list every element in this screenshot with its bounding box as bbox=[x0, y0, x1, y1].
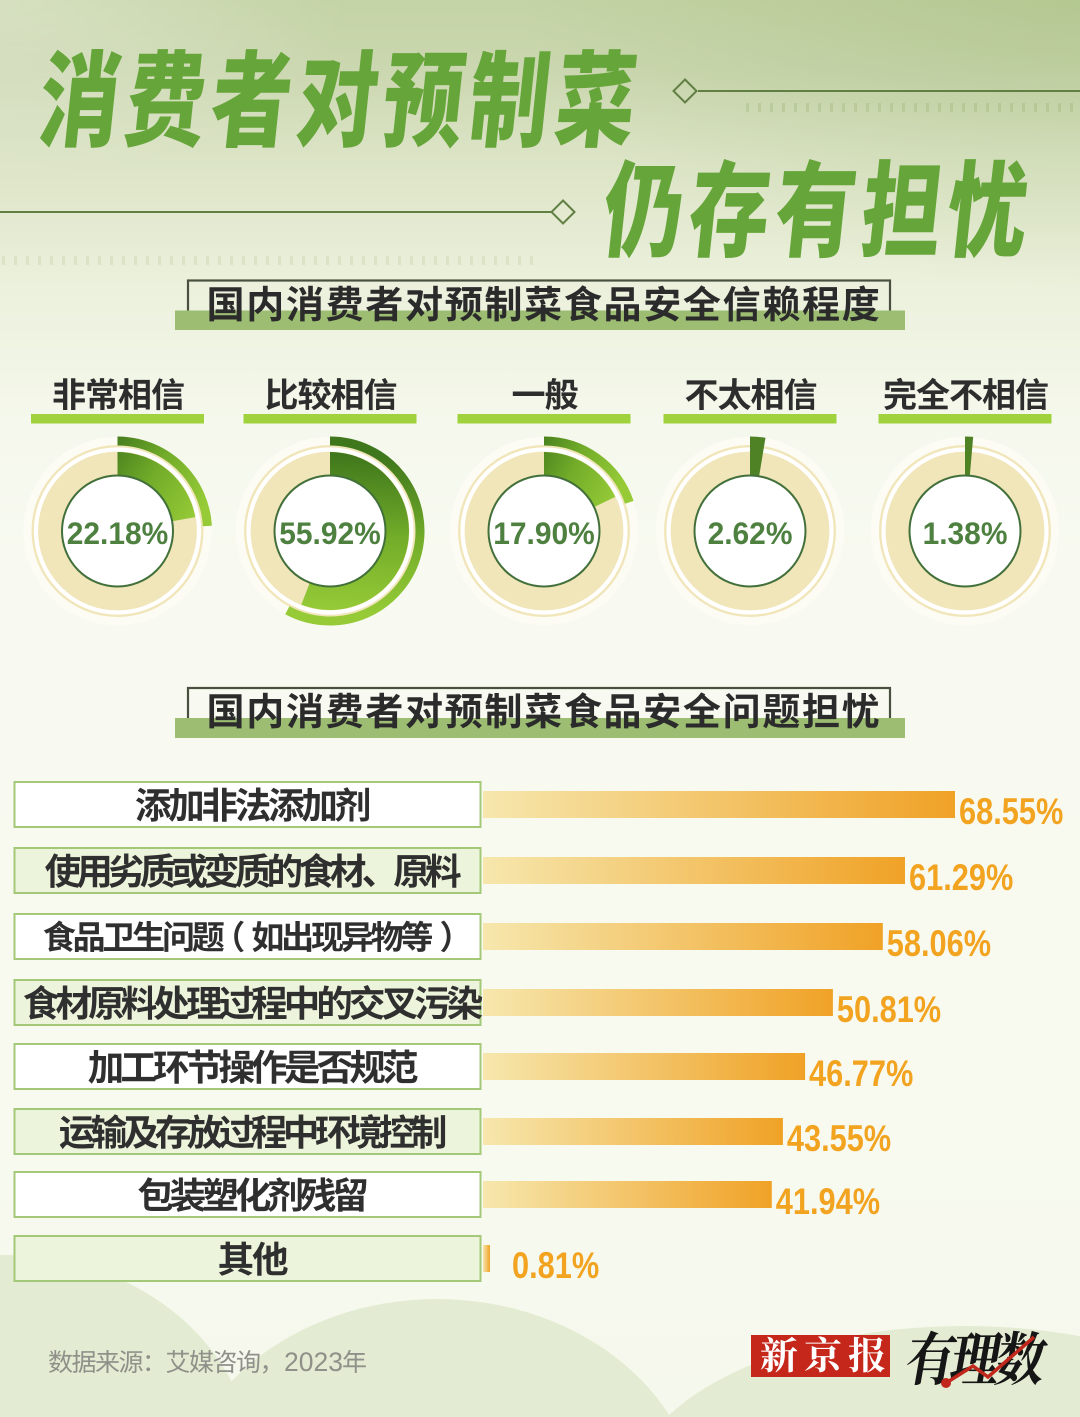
svg-text:50.81%: 50.81% bbox=[837, 989, 941, 1031]
svg-text:22.18%: 22.18% bbox=[67, 515, 168, 551]
svg-text:46.77%: 46.77% bbox=[809, 1053, 913, 1095]
svg-text:58.06%: 58.06% bbox=[887, 923, 991, 965]
svg-text:68.55%: 68.55% bbox=[959, 791, 1063, 833]
svg-text:17.90%: 17.90% bbox=[493, 515, 594, 551]
svg-text:1.38%: 1.38% bbox=[923, 515, 1008, 551]
svg-text:2023: 2023 bbox=[284, 1347, 343, 1377]
svg-text:55.92%: 55.92% bbox=[279, 515, 380, 551]
svg-text:2.62%: 2.62% bbox=[708, 515, 793, 551]
svg-text:61.29%: 61.29% bbox=[909, 857, 1013, 899]
svg-text:43.55%: 43.55% bbox=[787, 1118, 891, 1160]
svg-text:41.94%: 41.94% bbox=[776, 1181, 880, 1223]
svg-text:0.81%: 0.81% bbox=[512, 1245, 599, 1287]
